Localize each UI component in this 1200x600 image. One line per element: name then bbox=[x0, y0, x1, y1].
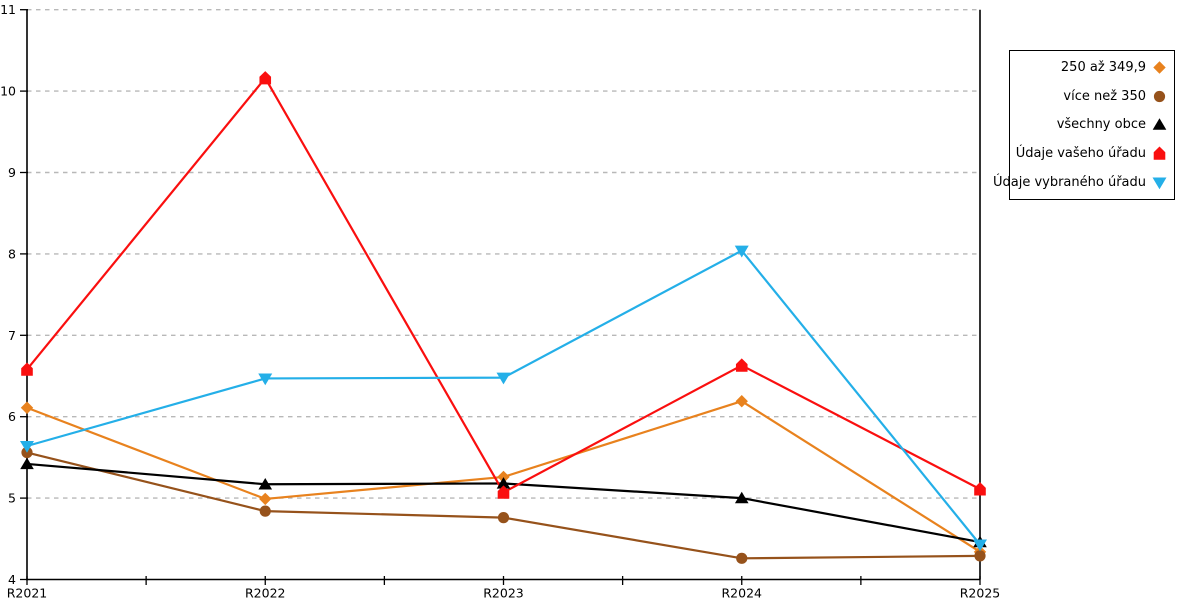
series-line-4 bbox=[25, 249, 982, 546]
legend-item-1[interactable]: více než 350 bbox=[1014, 82, 1167, 111]
triangle-up-icon bbox=[1152, 118, 1167, 131]
data-point-marker-circle bbox=[259, 505, 271, 517]
legend-marker-triangle-up-icon bbox=[1152, 118, 1167, 131]
y-tick-label: 10 bbox=[0, 84, 16, 99]
data-point-marker-triangle-up bbox=[496, 477, 511, 489]
legend-marker-pentagon-icon bbox=[1153, 146, 1166, 161]
legend-marker-diamond-icon bbox=[1153, 61, 1166, 74]
x-tick-label: R2021 bbox=[7, 586, 48, 600]
diamond-icon bbox=[1153, 61, 1166, 74]
data-point-marker-circle bbox=[497, 512, 510, 524]
x-tick-label: R2025 bbox=[960, 586, 1001, 600]
y-tick-label: 7 bbox=[8, 328, 16, 343]
legend-item-label: Údaje vybraného úřadu bbox=[992, 175, 1146, 191]
legend-item-label: 250 až 349,9 bbox=[1060, 59, 1146, 75]
triangle-down-icon bbox=[1152, 177, 1167, 190]
data-point-marker-triangle-up bbox=[258, 477, 273, 490]
y-tick-label: 8 bbox=[8, 246, 16, 261]
y-tick-label: 5 bbox=[8, 491, 16, 506]
data-point-marker-triangle-up bbox=[20, 457, 34, 470]
data-point-marker-triangle-down bbox=[258, 373, 273, 386]
data-point-marker-diamond bbox=[497, 470, 510, 484]
legend-item-label: všechny obce bbox=[1056, 117, 1146, 133]
legend-item-0[interactable]: 250 až 349,9 bbox=[1014, 53, 1167, 82]
data-point-marker-triangle-down bbox=[734, 245, 749, 258]
y-tick-label: 11 bbox=[0, 2, 16, 17]
data-point-marker-diamond bbox=[259, 492, 272, 506]
legend-item-4[interactable]: Údaje vybraného úřadu bbox=[993, 168, 1167, 197]
x-tick-label: R2022 bbox=[245, 586, 286, 600]
data-point-marker-diamond bbox=[20, 401, 34, 414]
data-point-marker-pentagon bbox=[21, 362, 33, 376]
pentagon-icon bbox=[1153, 146, 1166, 161]
data-point-marker-pentagon bbox=[497, 485, 510, 499]
legend-item-2[interactable]: všechny obce bbox=[1014, 111, 1167, 140]
series-line-3 bbox=[25, 76, 982, 494]
data-point-marker-triangle-down bbox=[20, 441, 34, 453]
series-line-1 bbox=[25, 451, 982, 560]
data-point-marker-circle bbox=[974, 550, 986, 562]
data-point-marker-triangle-down bbox=[496, 372, 511, 385]
data-point-marker-pentagon bbox=[259, 71, 272, 85]
y-tick-label: 4 bbox=[8, 572, 16, 587]
x-tick-label: R2024 bbox=[722, 586, 763, 600]
chart-legend: 250 až 349,9 více než 350 všechny obce Údaj… bbox=[993, 50, 1175, 200]
legend-item-label: Údaje vašeho úřadu bbox=[1015, 146, 1146, 162]
x-tick-label: R2023 bbox=[483, 586, 524, 600]
y-tick-label: 9 bbox=[8, 165, 16, 180]
data-point-marker-circle bbox=[736, 552, 748, 564]
data-point-marker-triangle-up bbox=[734, 491, 749, 504]
legend-marker-circle-icon bbox=[1153, 90, 1166, 102]
y-tick-label: 6 bbox=[8, 409, 16, 424]
data-point-marker-triangle-down bbox=[973, 539, 987, 552]
legend-marker-triangle-down-icon bbox=[1152, 177, 1167, 190]
circle-icon bbox=[1153, 90, 1166, 102]
data-point-marker-pentagon bbox=[974, 482, 986, 496]
legend-item-3[interactable]: Údaje vašeho úřadu bbox=[1014, 139, 1167, 168]
legend-item-label: více než 350 bbox=[1063, 88, 1146, 104]
data-point-marker-pentagon bbox=[735, 358, 748, 372]
data-point-marker-diamond bbox=[735, 395, 748, 408]
